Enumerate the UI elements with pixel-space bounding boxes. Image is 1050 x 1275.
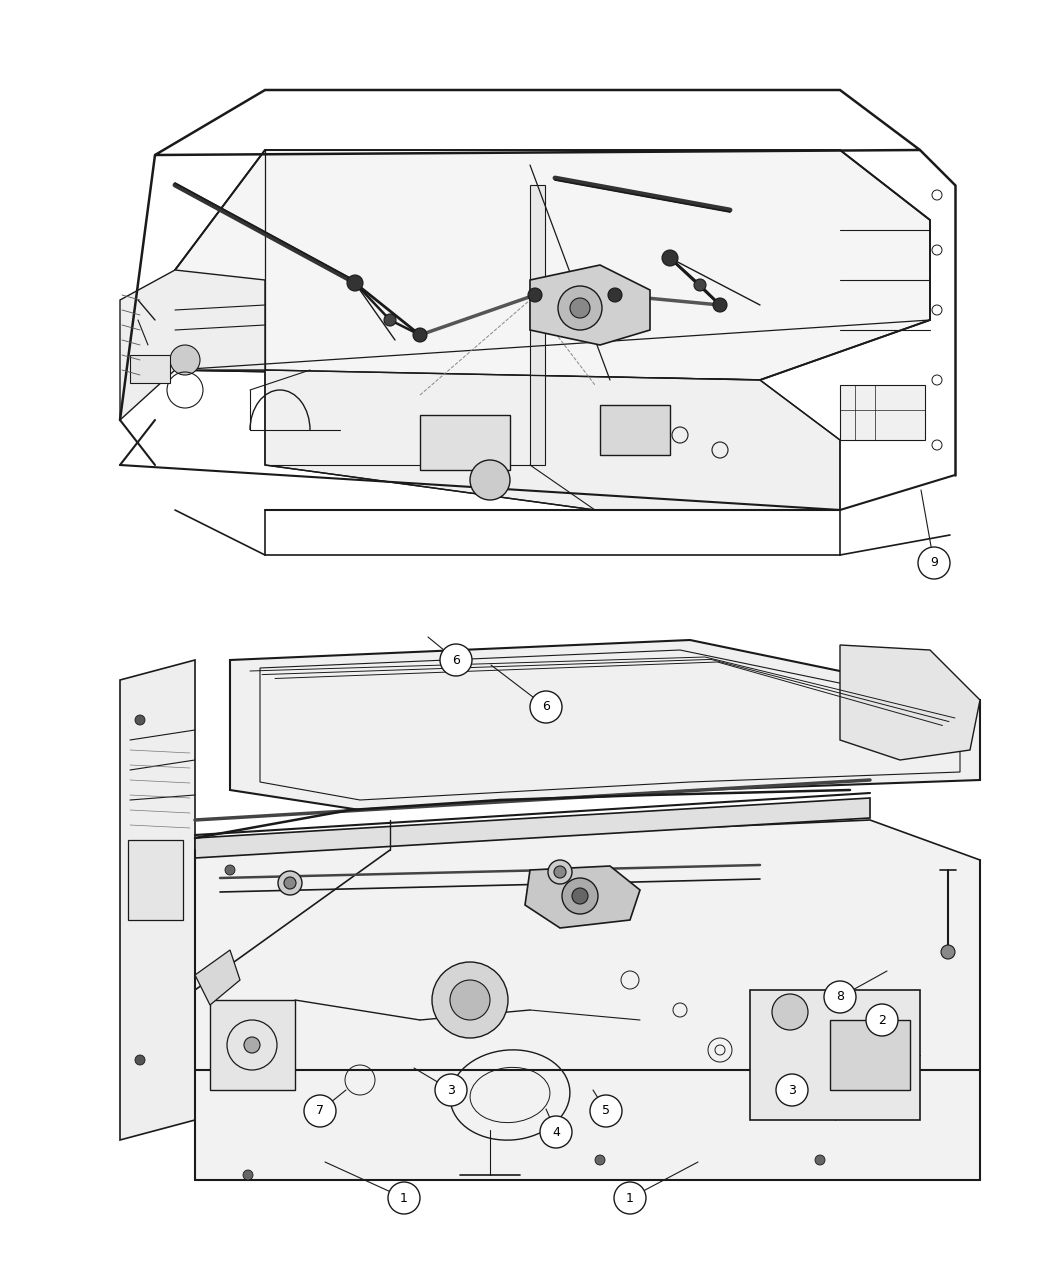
FancyBboxPatch shape xyxy=(600,405,670,455)
Polygon shape xyxy=(175,150,930,380)
Circle shape xyxy=(548,861,572,884)
Polygon shape xyxy=(120,270,265,419)
Polygon shape xyxy=(195,950,240,1005)
Circle shape xyxy=(243,1170,253,1179)
Circle shape xyxy=(413,328,427,342)
Circle shape xyxy=(590,1095,622,1127)
FancyBboxPatch shape xyxy=(840,385,925,440)
Polygon shape xyxy=(230,640,980,810)
Polygon shape xyxy=(525,866,640,928)
Circle shape xyxy=(435,1074,467,1105)
Circle shape xyxy=(346,275,363,291)
Circle shape xyxy=(225,864,235,875)
Circle shape xyxy=(562,878,598,914)
Circle shape xyxy=(866,1003,898,1037)
Polygon shape xyxy=(530,265,650,346)
Polygon shape xyxy=(840,645,980,760)
FancyBboxPatch shape xyxy=(210,1000,295,1090)
Text: 3: 3 xyxy=(447,1084,455,1096)
Polygon shape xyxy=(195,798,870,858)
Text: 6: 6 xyxy=(453,654,460,667)
Circle shape xyxy=(135,1054,145,1065)
Circle shape xyxy=(284,877,296,889)
Circle shape xyxy=(388,1182,420,1214)
Text: 7: 7 xyxy=(316,1104,324,1117)
Circle shape xyxy=(278,871,302,895)
Circle shape xyxy=(540,1116,572,1148)
Circle shape xyxy=(528,288,542,302)
Circle shape xyxy=(450,980,490,1020)
FancyBboxPatch shape xyxy=(830,1020,910,1090)
Circle shape xyxy=(432,963,508,1038)
Circle shape xyxy=(572,887,588,904)
Circle shape xyxy=(918,547,950,579)
Circle shape xyxy=(170,346,200,375)
Circle shape xyxy=(941,945,956,959)
Circle shape xyxy=(135,715,145,725)
Text: 6: 6 xyxy=(542,700,550,714)
Text: 1: 1 xyxy=(400,1192,408,1205)
FancyBboxPatch shape xyxy=(750,989,920,1119)
FancyBboxPatch shape xyxy=(130,354,170,382)
Text: 3: 3 xyxy=(789,1084,796,1096)
Circle shape xyxy=(384,314,396,326)
Circle shape xyxy=(815,1155,825,1165)
Circle shape xyxy=(470,460,510,500)
Text: 4: 4 xyxy=(552,1126,560,1139)
Text: 8: 8 xyxy=(836,991,844,1003)
Text: 9: 9 xyxy=(930,556,938,570)
Circle shape xyxy=(558,286,602,330)
Circle shape xyxy=(440,644,472,676)
Circle shape xyxy=(608,288,622,302)
Polygon shape xyxy=(530,185,545,465)
Circle shape xyxy=(776,1074,809,1105)
Circle shape xyxy=(614,1182,646,1214)
Circle shape xyxy=(824,980,856,1014)
Text: 2: 2 xyxy=(878,1014,886,1026)
Text: 1: 1 xyxy=(626,1192,634,1205)
Circle shape xyxy=(713,298,727,312)
Text: 5: 5 xyxy=(602,1104,610,1117)
Circle shape xyxy=(570,298,590,317)
Polygon shape xyxy=(120,660,195,1140)
FancyBboxPatch shape xyxy=(420,414,510,470)
Circle shape xyxy=(694,279,706,291)
Circle shape xyxy=(772,994,808,1030)
Circle shape xyxy=(530,691,562,723)
Polygon shape xyxy=(265,370,840,510)
Circle shape xyxy=(304,1095,336,1127)
Circle shape xyxy=(595,1155,605,1165)
FancyBboxPatch shape xyxy=(128,840,183,921)
Circle shape xyxy=(554,866,566,878)
Circle shape xyxy=(662,250,678,266)
Circle shape xyxy=(244,1037,260,1053)
Polygon shape xyxy=(195,820,980,1179)
